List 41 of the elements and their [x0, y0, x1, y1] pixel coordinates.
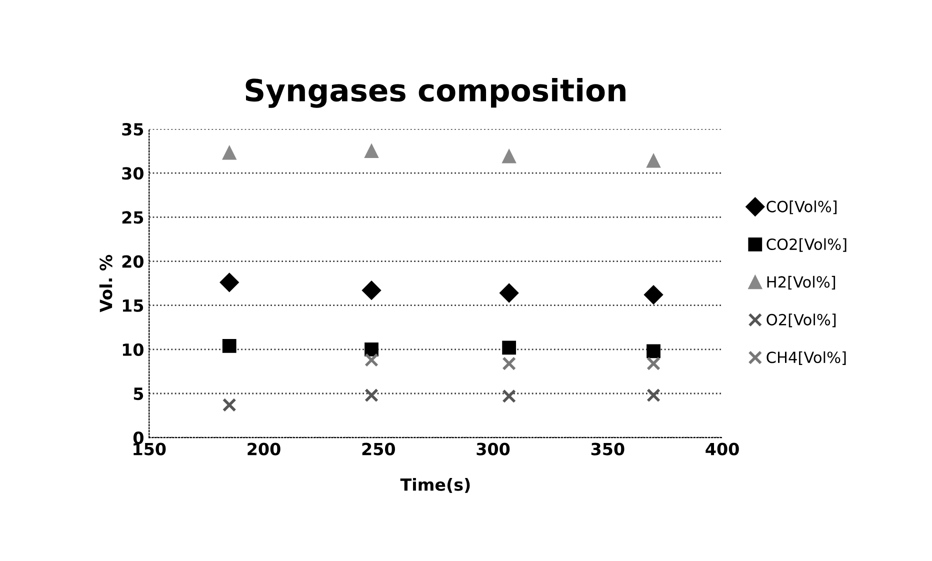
y-tick-label: 35: [122, 122, 144, 136]
point: [500, 283, 519, 303]
point: [646, 356, 660, 370]
x-tick-label: 250: [362, 442, 395, 456]
y-tick-label: 25: [122, 211, 144, 224]
x-tick-label: 150: [134, 442, 166, 456]
point: [646, 344, 660, 358]
point: [362, 280, 382, 300]
legend-label: CO2[Vol%]: [766, 238, 846, 252]
x-tick-label: 300: [476, 442, 510, 456]
point: [646, 388, 660, 402]
legend-label: O2[Vol%]: [766, 314, 836, 328]
legend-label: CH4[Vol%]: [766, 351, 846, 365]
y-tick-label: 15: [122, 300, 144, 312]
point: [222, 398, 236, 412]
point: [502, 149, 516, 164]
point: [222, 338, 236, 353]
y-tick-label: 0: [133, 432, 144, 444]
point: [644, 285, 664, 304]
point: [364, 353, 378, 367]
y-tick-label: 5: [134, 388, 144, 400]
point: [364, 388, 378, 402]
x-tick-label: 400: [706, 442, 739, 456]
point: [364, 144, 378, 158]
point: [502, 389, 516, 404]
legend-label: H2[Vol%]: [767, 276, 836, 290]
point: [502, 340, 516, 355]
y-axis-title: Vol. %: [99, 254, 112, 312]
y-tick-label: 10: [122, 343, 144, 356]
point: [222, 146, 236, 160]
y-tick-label: 30: [122, 167, 144, 180]
legend-label: CO[Vol%]: [766, 200, 837, 214]
point: [502, 356, 516, 370]
point: [364, 342, 378, 356]
x-tick-label: 350: [591, 442, 624, 456]
x-axis-title: Time(s): [400, 478, 470, 493]
point: [646, 154, 660, 168]
x-tick-label: 200: [248, 442, 280, 456]
chart-title: Syngases composition: [246, 78, 626, 108]
y-tick-label: 20: [122, 255, 144, 268]
point: [220, 272, 239, 292]
